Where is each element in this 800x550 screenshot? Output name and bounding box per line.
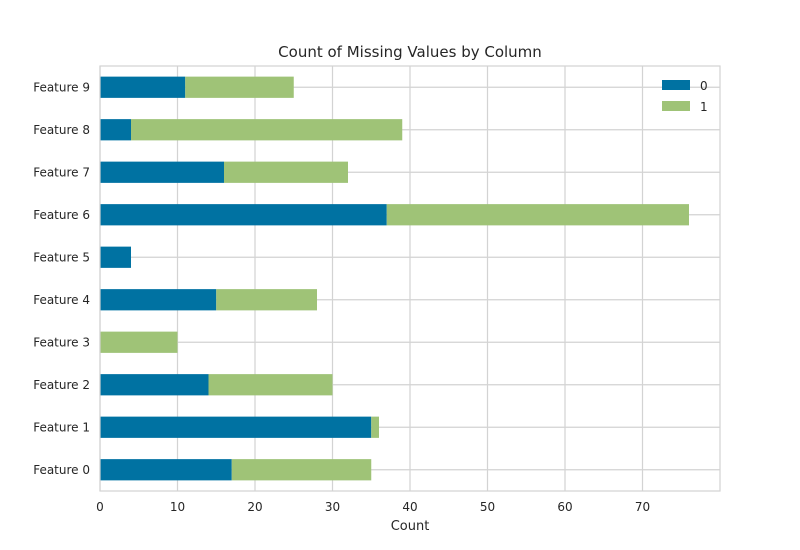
bar-series-0-feature-9 [100, 76, 186, 98]
bar-series-0-feature-0 [100, 459, 232, 481]
bar-series-0-feature-2 [100, 374, 209, 396]
bar-series-0-feature-5 [100, 246, 131, 268]
y-tick-label: Feature 7 [33, 165, 90, 179]
bar-series-0-feature-1 [100, 416, 372, 438]
y-tick-label: Feature 4 [33, 293, 90, 307]
legend-swatch-0 [662, 80, 690, 90]
y-tick-label: Feature 2 [33, 378, 90, 392]
x-tick-labels: 0 10 20 30 40 50 60 70 [96, 500, 650, 514]
x-tick-label: 30 [325, 500, 340, 514]
bar-series-1-feature-6 [386, 204, 689, 226]
y-tick-label: Feature 1 [33, 420, 90, 434]
axes-frame [99, 65, 721, 492]
bar-series-1-feature-2 [208, 374, 333, 396]
x-axis-label: Count [391, 519, 430, 534]
legend-label-0: 0 [700, 79, 708, 93]
bar-series-0-feature-7 [100, 161, 224, 183]
legend-label-1: 1 [700, 100, 708, 114]
bar-series-1-feature-8 [131, 119, 403, 141]
x-tick-label: 60 [557, 500, 572, 514]
x-tick-label: 70 [635, 500, 650, 514]
bar-series-1-feature-4 [216, 289, 317, 311]
bar-series-1-feature-1 [371, 416, 379, 438]
x-tick-label: 10 [170, 500, 185, 514]
y-tick-label: Feature 9 [33, 80, 90, 94]
y-tick-label: Feature 5 [33, 250, 90, 264]
x-tick-label: 50 [480, 500, 495, 514]
plot-border [99, 65, 721, 492]
bar-series-1-feature-9 [185, 76, 294, 98]
bar-series-0-feature-8 [100, 119, 131, 141]
bars [100, 76, 689, 481]
legend-swatch-1 [662, 101, 690, 111]
y-tick-labels: Feature 0 Feature 1 Feature 2 Feature 3 Feat… [33, 80, 90, 477]
bar-series-1-feature-3 [100, 331, 178, 353]
y-tick-label: Feature 6 [33, 208, 90, 222]
bar-series-1-feature-7 [224, 161, 348, 183]
y-tick-label: Feature 3 [33, 335, 90, 349]
chart-title: Count of Missing Values by Column [278, 43, 542, 61]
bar-series-0-feature-6 [100, 204, 387, 226]
x-tick-label: 40 [402, 500, 417, 514]
legend: 01 [662, 79, 708, 114]
x-tick-label: 20 [247, 500, 262, 514]
bar-series-1-feature-0 [231, 459, 372, 481]
bar-series-0-feature-4 [100, 289, 217, 311]
y-tick-label: Feature 0 [33, 463, 90, 477]
y-tick-label: Feature 8 [33, 123, 90, 137]
grid-lines [99, 66, 720, 491]
x-tick-label: 0 [96, 500, 104, 514]
